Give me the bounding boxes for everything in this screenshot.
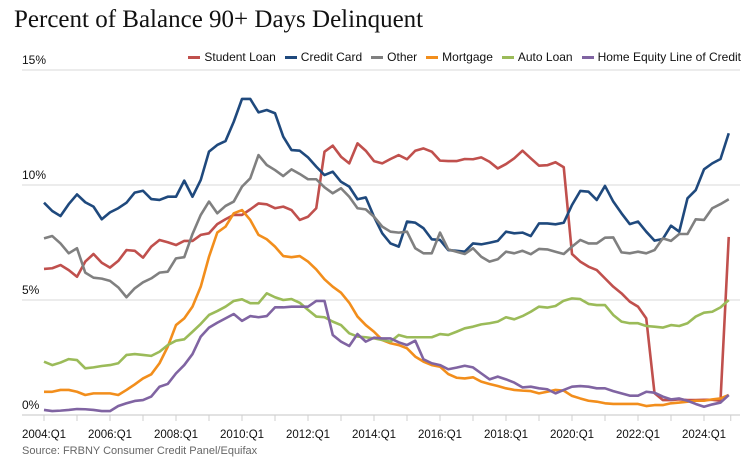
legend-item[interactable]: Mortgage — [426, 50, 493, 64]
legend-swatch — [426, 55, 439, 59]
gridlines — [22, 69, 740, 301]
legend-item[interactable]: Home Equity Line of Credit — [581, 50, 741, 64]
series-lines — [43, 97, 731, 413]
legend-swatch — [581, 55, 594, 59]
legend-item[interactable]: Other — [371, 50, 417, 64]
x-tick-label: 2022:Q1 — [616, 429, 660, 441]
y-tick-label: 5% — [22, 283, 40, 297]
x-tick-label: 2016:Q1 — [418, 429, 462, 441]
legend-label: Home Equity Line of Credit — [597, 50, 741, 64]
legend-label: Credit Card — [300, 50, 363, 64]
legend-swatch — [501, 55, 514, 59]
legend-swatch — [284, 55, 297, 59]
legend-label: Mortgage — [442, 50, 493, 64]
series-line-home-equity-line-of-credit — [43, 299, 730, 413]
legend-item[interactable]: Auto Loan — [501, 50, 573, 64]
x-tick-label: 2012:Q1 — [286, 429, 330, 441]
x-tick-label: 2004:Q1 — [22, 429, 66, 441]
legend-item[interactable]: Credit Card — [284, 50, 363, 64]
chart-title: Percent of Balance 90+ Days Delinquent — [14, 6, 424, 33]
y-axis: 0% 5% 10% 15% — [22, 53, 46, 412]
y-tick-label: 15% — [22, 53, 46, 67]
x-tick-label: 2014:Q1 — [352, 429, 396, 441]
x-tick-label: 2020:Q1 — [550, 429, 594, 441]
x-axis: 2004:Q1 2006:Q1 2008:Q1 2010:Q1 2012:Q1 2014:… — [22, 414, 740, 441]
series-line-other — [43, 153, 730, 299]
legend-label: Auto Loan — [517, 50, 573, 64]
legend-swatch — [188, 55, 201, 59]
series-line-auto-loan — [43, 292, 730, 370]
series-line-credit-card — [43, 97, 730, 253]
x-tick-label: 2006:Q1 — [88, 429, 132, 441]
x-tick-label: 2018:Q1 — [484, 429, 528, 441]
legend-item[interactable]: Student Loan — [188, 50, 276, 64]
legend-swatch — [371, 55, 384, 59]
y-tick-label: 0% — [22, 398, 40, 412]
legend-label: Other — [387, 50, 418, 64]
y-tick-label: 10% — [22, 168, 46, 182]
x-tick-label: 2010:Q1 — [220, 429, 264, 441]
x-tick-label: 2008:Q1 — [154, 429, 198, 441]
legend: Student Loan Credit Card Other Mortgage Auto… — [188, 50, 741, 64]
source-note: Source: FRBNY Consumer Credit Panel/Equi… — [22, 445, 258, 457]
x-tick-label: 2024:Q1 — [682, 429, 726, 441]
legend-label: Student Loan — [204, 50, 276, 64]
series-line-student-loan — [43, 142, 731, 403]
